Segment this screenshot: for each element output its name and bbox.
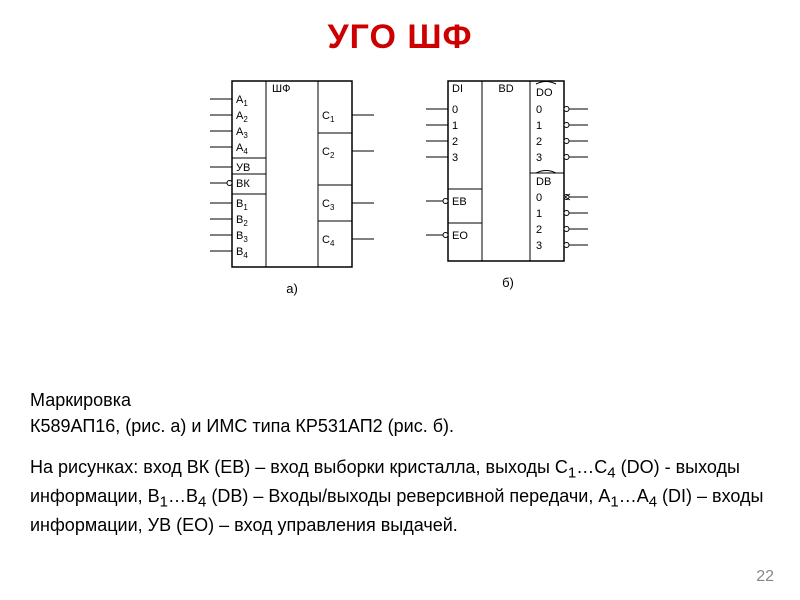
explanation-paragraph: На рисунках: вход ВК (EB) – вход выборки… [30,455,770,538]
t: На рисунках: вход ВК (EB) – вход выборки… [30,457,568,477]
svg-text:DВ: DВ [536,176,551,188]
svg-text:0: 0 [536,104,542,116]
svg-text:C1: C1 [322,110,335,124]
svg-text:2: 2 [536,136,542,148]
svg-text:ШФ: ШФ [272,83,290,95]
svg-text:2: 2 [452,136,458,148]
t: (DB) – Входы/выходы реверсивной передачи… [206,486,610,506]
svg-text:C4: C4 [322,234,335,248]
svg-text:3: 3 [536,152,542,164]
svg-text:A1: A1 [236,94,248,108]
s: 4 [607,465,615,482]
svg-text:C3: C3 [322,198,335,212]
svg-text:0: 0 [452,104,458,116]
caption-b: б) [502,275,514,290]
svg-text:0: 0 [536,192,542,204]
svg-text:DI: DI [452,83,463,95]
svg-text:DO: DO [536,87,553,99]
page-number: 22 [756,568,774,586]
svg-text:УВ: УВ [236,162,250,174]
svg-text:B2: B2 [236,214,248,228]
svg-text:A4: A4 [236,142,248,156]
s: 1 [568,465,576,482]
svg-text:3: 3 [452,152,458,164]
svg-text:A3: A3 [236,126,248,140]
page-title: УГО ШФ [0,0,800,57]
t: …C [576,457,607,477]
s: 4 [649,494,657,511]
t: …B [168,486,198,506]
svg-text:C2: C2 [322,146,335,160]
svg-text:1: 1 [536,208,542,220]
marking-detail: К589АП16, (рис. а) и ИМС типа КР531АП2 (… [30,414,770,440]
marking-line: Маркировка [30,388,770,414]
diagram-a-container: ШФ A1 A2 A3 A4 УВ ВК B1 B2 B3 B4 C1 C2 C3 C4 а) [204,75,380,296]
caption-a: а) [286,281,298,296]
svg-text:EO: EO [452,230,468,242]
svg-text:B4: B4 [236,246,248,260]
svg-text:1: 1 [536,120,542,132]
diagram-a: ШФ A1 A2 A3 A4 УВ ВК B1 B2 B3 B4 C1 C2 C3 C4 [204,75,380,277]
diagram-b-container: BD DI DO 0 1 2 3 EB EO 0 1 2 3 DВ 0 1 2 3 б) [420,75,596,296]
svg-text:3: 3 [536,240,542,252]
body-paragraphs: Маркировка К589АП16, (рис. а) и ИМС типа… [30,388,770,538]
s: 1 [160,494,168,511]
svg-text:A2: A2 [236,110,248,124]
svg-text:1: 1 [452,120,458,132]
diagrams-row: ШФ A1 A2 A3 A4 УВ ВК B1 B2 B3 B4 C1 C2 C3 C4 а) BD DI DO… [0,75,800,296]
diagram-b: BD DI DO 0 1 2 3 EB EO 0 1 2 3 DВ 0 1 2 3 [420,75,596,271]
t: …A [619,486,649,506]
svg-text:BD: BD [498,83,513,95]
svg-text:B1: B1 [236,198,248,212]
svg-text:2: 2 [536,224,542,236]
s: 1 [610,494,618,511]
svg-text:ВК: ВК [236,178,250,190]
svg-text:EB: EB [452,196,467,208]
svg-text:B3: B3 [236,230,248,244]
